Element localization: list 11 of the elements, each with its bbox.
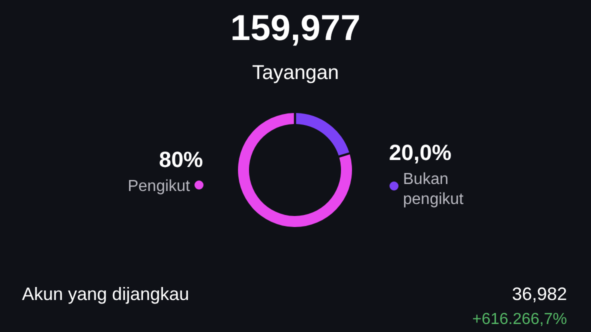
- chart-subtitle: Tayangan: [252, 62, 339, 84]
- data-label: 20,0%: [389, 140, 452, 165]
- text: +616.266,7%: [472, 311, 567, 328]
- donut-slice: [296, 113, 350, 156]
- slice-label: Pengikut: [128, 178, 191, 195]
- data-label: 80%: [158, 147, 203, 172]
- legend-label: Bukan pengikut: [403, 171, 464, 208]
- text: Akun yang dijangkau: [22, 284, 190, 304]
- text: 36,982: [512, 284, 567, 304]
- donut-slice: [238, 113, 352, 227]
- chart-title: 159,977: [230, 7, 361, 48]
